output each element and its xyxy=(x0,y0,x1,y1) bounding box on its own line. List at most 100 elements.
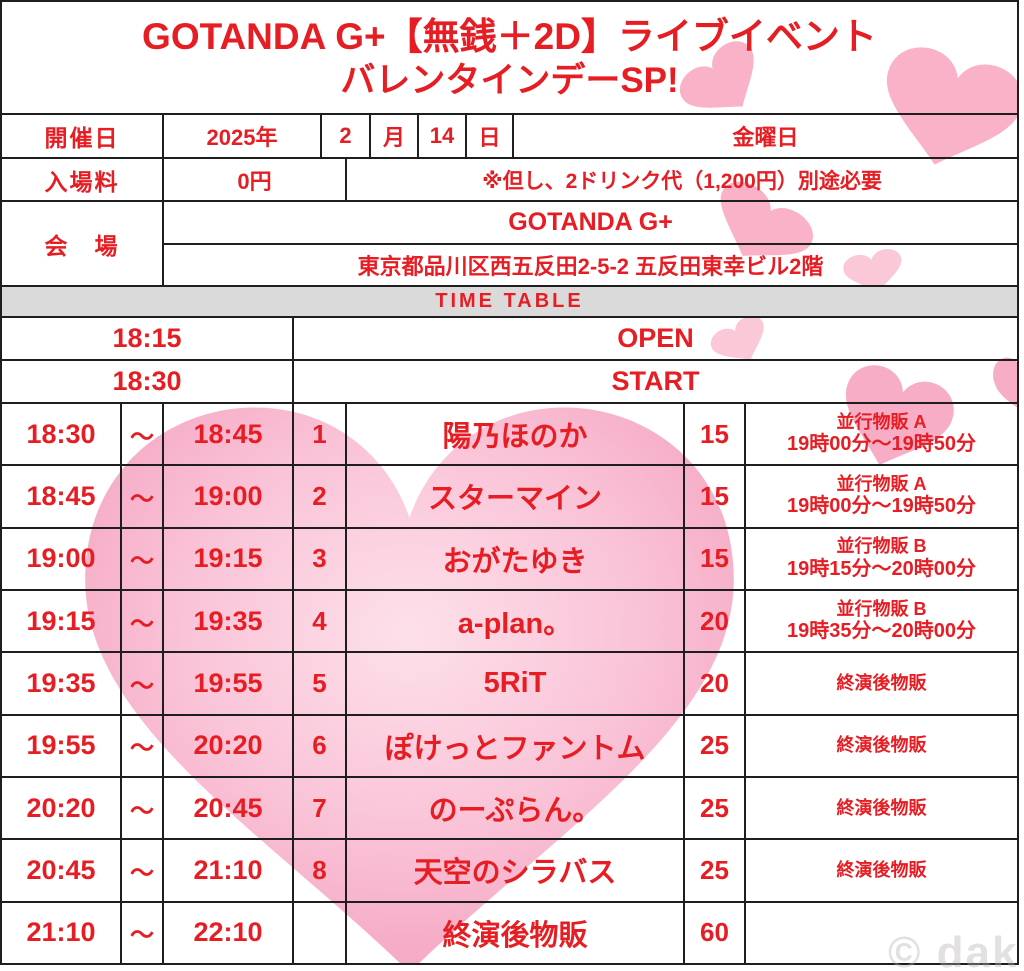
slot-number: 3 xyxy=(292,528,345,589)
slot-start: 19:35 xyxy=(26,667,96,698)
start-label: START xyxy=(292,361,1017,402)
open-time: 18:15 xyxy=(112,323,182,353)
slot-performer: 陽乃ほのか xyxy=(345,404,683,465)
table-row: 18:45 ～ 19:00 2 スターマイン 15 並行物販 A 19時00分～1… xyxy=(2,464,1017,527)
big-center-heart-icon xyxy=(85,407,734,963)
venue-name: GOTANDA G+ xyxy=(508,207,673,236)
slot-performer: 5RiT xyxy=(345,653,683,714)
slot-performer: ぽけっとファントム xyxy=(345,715,683,776)
slot-performer: 終演後物販 xyxy=(345,902,683,963)
table-row: 20:20 ～ 20:45 7 のーぷらん。 25 終演後物販 xyxy=(2,775,1017,839)
table-row: 19:35 ～ 19:55 5 5RiT 20 終演後物販 xyxy=(2,651,1017,714)
fee-value: 0円 xyxy=(162,159,345,200)
start-row: 18:30 START xyxy=(2,359,1017,402)
slot-sales: 終演後物販 xyxy=(836,672,927,693)
table-row: 19:00 ～ 19:15 3 おがたゆき 15 並行物販 B 19時15分～20… xyxy=(2,526,1017,589)
slot-start: 20:45 xyxy=(26,854,96,885)
slot-minutes: 25 xyxy=(683,777,744,839)
table-row: 18:30 ～ 18:45 1 陽乃ほのか 15 並行物販 A 19時00分～19… xyxy=(2,402,1017,465)
sales-column-heart-icon xyxy=(845,365,954,466)
start-time: 18:30 xyxy=(112,366,182,396)
slot-sales: 並行物販 B 19時35分～20時00分 xyxy=(787,598,976,642)
slot-number: 1 xyxy=(292,404,345,465)
slot-minutes: 15 xyxy=(683,404,744,465)
slot-start: 19:00 xyxy=(26,543,96,574)
table-row: 19:15 ～ 19:35 4 a-plan。 20 並行物販 B 19時35分～… xyxy=(2,588,1017,652)
slot-performer: スターマイン xyxy=(345,466,683,527)
slot-end: 19:55 xyxy=(162,653,292,714)
slot-tilde: ～ xyxy=(120,528,162,589)
slot-number xyxy=(292,902,345,963)
slot-tilde: ～ xyxy=(120,590,162,652)
large-right-heart-icon xyxy=(886,47,1017,165)
right-edge-heart-icon xyxy=(993,350,1017,420)
slot-number: 4 xyxy=(292,590,345,652)
slot-start: 20:20 xyxy=(26,792,96,823)
timetable-header-bar: TIME TABLE xyxy=(2,285,1017,316)
date-weekday: 金曜日 xyxy=(512,115,1017,157)
slot-end: 19:15 xyxy=(162,528,292,589)
slot-minutes: 25 xyxy=(683,715,744,776)
slot-minutes: 60 xyxy=(683,902,744,963)
watermark: © dak xyxy=(888,928,1019,971)
date-year: 2025年 xyxy=(162,115,320,157)
slot-sales: 終演後物販 xyxy=(836,797,927,818)
slot-start: 21:10 xyxy=(26,917,96,948)
date-month-value: 2 xyxy=(320,115,369,157)
slot-end: 21:10 xyxy=(162,840,292,901)
slot-number: 2 xyxy=(292,466,345,527)
fee-label: 入場料 xyxy=(44,168,120,195)
date-label: 開催日 xyxy=(44,125,120,151)
slot-number: 7 xyxy=(292,777,345,839)
slot-start: 19:55 xyxy=(26,730,96,761)
slot-start: 19:15 xyxy=(26,605,96,636)
slot-performer: 天空のシラバス xyxy=(345,840,683,901)
slot-end: 20:20 xyxy=(162,715,292,776)
slot-performer: おがたゆき xyxy=(345,528,683,589)
slot-number: 6 xyxy=(292,715,345,776)
slot-tilde: ～ xyxy=(120,653,162,714)
slot-end: 19:35 xyxy=(162,590,292,652)
slot-number: 5 xyxy=(292,653,345,714)
slot-performer: a-plan。 xyxy=(345,590,683,652)
slot-tilde: ～ xyxy=(120,902,162,963)
fee-row: 入場料 0円 ※但し、2ドリンク代（1,200円）別途必要 xyxy=(2,157,1017,200)
small-heart-icon xyxy=(679,41,754,108)
venue-row: 会 場 GOTANDA G+ 東京都品川区西五反田2-5-2 五反田東幸ビル2階 xyxy=(2,200,1017,285)
slot-minutes: 20 xyxy=(683,590,744,652)
venue-label: 会 場 xyxy=(44,232,120,259)
slot-sales: 終演後物販 xyxy=(836,735,927,756)
slot-sales: 並行物販 A 19時00分～19時50分 xyxy=(787,474,976,518)
event-subtitle: バレンタインデーSP! xyxy=(340,60,679,100)
slot-minutes: 15 xyxy=(683,466,744,527)
open-label: OPEN xyxy=(292,318,1017,359)
slot-tilde: ～ xyxy=(120,715,162,776)
venue-details: GOTANDA G+ 東京都品川区西五反田2-5-2 五反田東幸ビル2階 xyxy=(162,202,1017,285)
fee-note: ※但し、2ドリンク代（1,200円）別途必要 xyxy=(345,159,1017,200)
slot-minutes: 15 xyxy=(683,528,744,589)
table-row: 21:10 ～ 22:10 終演後物販 60 xyxy=(2,900,1017,963)
venue-address: 東京都品川区西五反田2-5-2 五反田東幸ビル2階 xyxy=(164,242,1017,286)
slot-end: 18:45 xyxy=(162,404,292,465)
slot-start: 18:45 xyxy=(26,480,96,511)
slot-end: 22:10 xyxy=(162,902,292,963)
date-row: 開催日 2025年 2 月 14 日 金曜日 xyxy=(2,113,1017,157)
date-day-unit: 日 xyxy=(465,115,512,157)
table-row: 19:55 ～ 20:20 6 ぽけっとファントム 25 終演後物販 xyxy=(2,713,1017,776)
address-row-heart-icon xyxy=(843,249,902,292)
slot-start: 18:30 xyxy=(26,418,96,449)
open-row: 18:15 OPEN xyxy=(2,316,1017,359)
slot-end: 19:00 xyxy=(162,466,292,527)
title-block: GOTANDA G+【無銭＋2D】ライブイベント バレンタインデーSP! xyxy=(2,2,1017,113)
table-row: 20:45 ～ 21:10 8 天空のシラバス 25 終演後物販 xyxy=(2,838,1017,901)
slot-tilde: ～ xyxy=(120,404,162,465)
open-row-heart-icon xyxy=(710,315,764,360)
slot-minutes: 20 xyxy=(683,653,744,714)
slot-sales: 並行物販 A 19時00分～19時50分 xyxy=(787,411,976,455)
slot-number: 8 xyxy=(292,840,345,901)
slot-tilde: ～ xyxy=(120,840,162,901)
slot-sales: 終演後物販 xyxy=(836,859,927,880)
